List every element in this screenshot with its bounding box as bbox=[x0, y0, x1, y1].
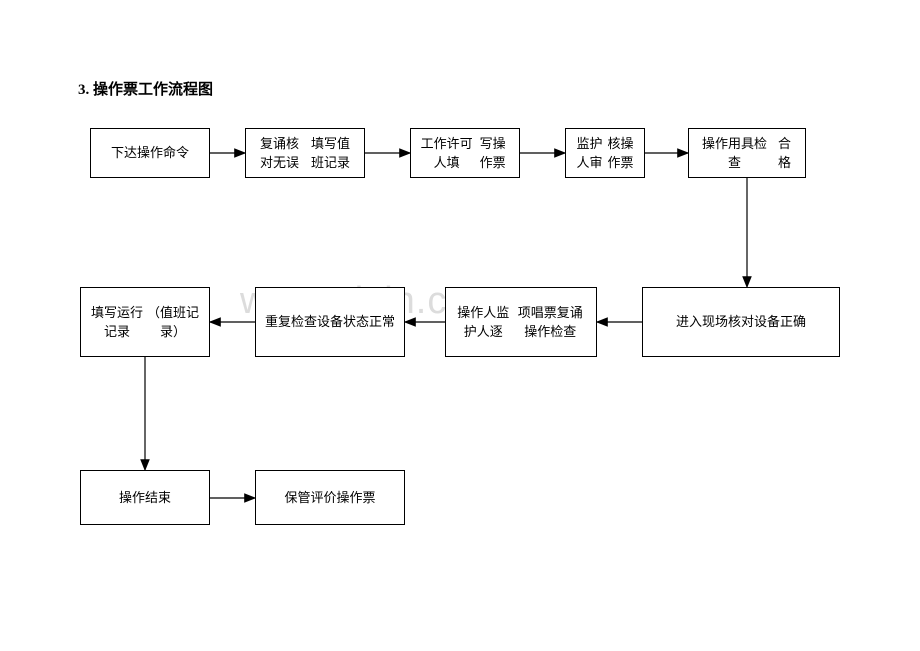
flowchart-node-n8: 重复检查设备状态正常 bbox=[255, 287, 405, 357]
flowchart-node-n6: 进入现场核对设备正确 bbox=[642, 287, 840, 357]
flowchart-node-n10: 操作结束 bbox=[80, 470, 210, 525]
flowchart-node-n9: 填写运行记录（值班记录） bbox=[80, 287, 210, 357]
page-title: 3. 操作票工作流程图 bbox=[78, 78, 213, 99]
flowchart-node-n1: 下达操作命令 bbox=[90, 128, 210, 178]
flowchart-node-n5: 操作用具检查合格 bbox=[688, 128, 806, 178]
flowchart-node-n4: 监护人审核操作票 bbox=[565, 128, 645, 178]
flowchart-node-n2: 复诵核对无误填写值班记录 bbox=[245, 128, 365, 178]
flowchart-node-n7: 操作人监护人逐项唱票复诵操作检查 bbox=[445, 287, 597, 357]
flowchart-node-n11: 保管评价操作票 bbox=[255, 470, 405, 525]
flowchart-node-n3: 工作许可人填写操作票 bbox=[410, 128, 520, 178]
